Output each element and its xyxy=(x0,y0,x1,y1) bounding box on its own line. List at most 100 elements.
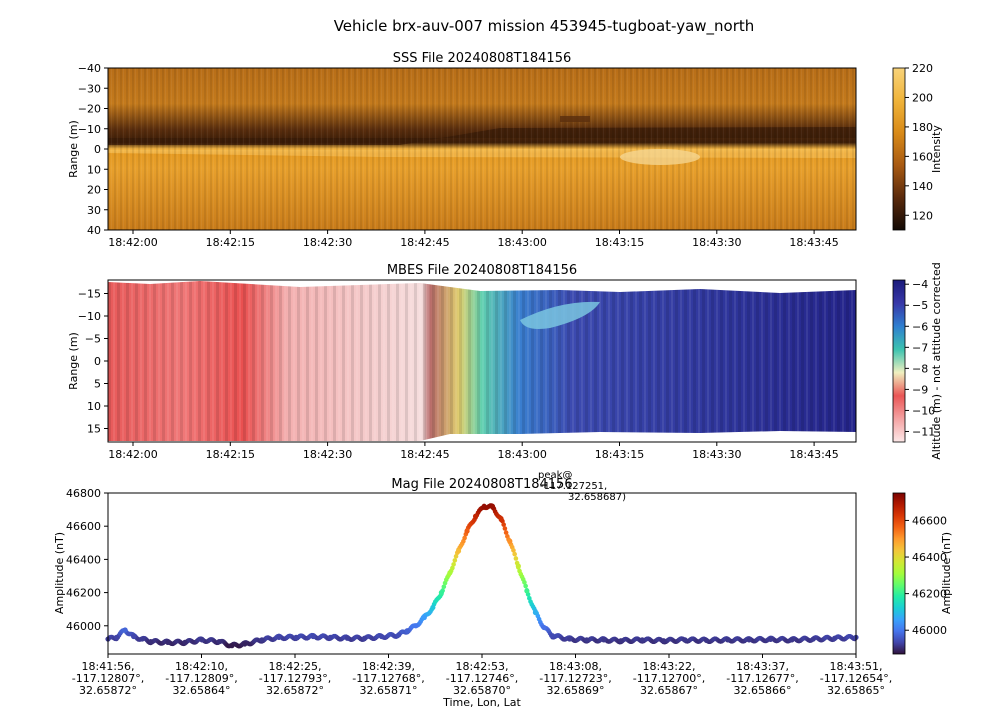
mag-data-point xyxy=(523,583,528,589)
sss-ylabel: Range (m) xyxy=(67,120,80,178)
mbes-xtick-label: 18:43:15 xyxy=(595,448,644,461)
mag-data-point xyxy=(522,580,527,585)
mag-ytick-label: 46200 xyxy=(66,587,101,600)
sss-xtick-label: 18:42:15 xyxy=(206,236,255,249)
sss-cb-tick-label: 200 xyxy=(912,91,933,104)
mag-data-point xyxy=(148,638,154,645)
mag-annotation-line-3: 32.658687) xyxy=(568,492,626,503)
mag-data-point xyxy=(503,530,509,535)
mag-data-point xyxy=(507,538,513,544)
mag-data-point xyxy=(746,637,752,643)
mag-cb-tick-label: 46000 xyxy=(912,624,947,637)
mag-data-point xyxy=(139,636,145,642)
mbes-panel: MBES File 20240808T184156 −15 −10 −5 0 5 10 15… xyxy=(67,262,943,461)
mbes-ytick-label: −10 xyxy=(78,310,101,323)
mag-data-point xyxy=(293,634,299,641)
mag-data-point xyxy=(310,633,316,640)
mag-data-point xyxy=(682,637,688,643)
sss-title: SSS File 20240808T184156 xyxy=(393,51,572,66)
sss-colorbar xyxy=(892,67,906,231)
mag-data-point xyxy=(524,588,530,594)
sss-xtick-label: 18:42:30 xyxy=(303,236,352,249)
mag-data-point xyxy=(541,624,547,631)
mag-data-point xyxy=(165,639,171,645)
mag-data-point xyxy=(344,635,350,641)
mag-data-point xyxy=(242,641,248,647)
mag-data-point xyxy=(276,634,282,641)
mag-data-point xyxy=(430,604,436,611)
mbes-xtick-label: 18:42:00 xyxy=(108,448,157,461)
mag-data-point xyxy=(532,609,539,616)
mbes-cb-tick-label: −6 xyxy=(912,320,928,333)
mag-data-point xyxy=(618,638,624,644)
mag-annotation-line-2: -117.127251, xyxy=(540,481,607,492)
mag-data-point xyxy=(216,638,222,645)
mag-xtick-label: 18:41:56, -117.12807°, 32.65872° xyxy=(72,660,144,697)
mag-data-point xyxy=(122,627,128,633)
mag-data-point xyxy=(199,637,205,643)
mag-xtick-label: 18:43:08, -117.12723°, 32.65869° xyxy=(539,660,611,697)
mag-xtick-label: 18:42:39, -117.12768°, 32.65871° xyxy=(352,660,424,697)
mag-frame xyxy=(107,492,857,655)
mag-data-point xyxy=(450,565,455,571)
mag-xtick-label: 18:43:37, -117.12677°, 32.65866° xyxy=(726,660,798,697)
sss-ytick-label: 20 xyxy=(87,184,101,197)
sss-ytick-label: −30 xyxy=(78,82,101,95)
mbes-y-axis: −15 −10 −5 0 5 10 15 xyxy=(78,288,108,436)
sss-xtick-label: 18:43:45 xyxy=(789,236,838,249)
mag-cb-tick-label: 46400 xyxy=(912,551,947,564)
mbes-xtick-label: 18:42:30 xyxy=(303,448,352,461)
mag-xtick-label: 18:42:53, -117.12746°, 32.65870° xyxy=(446,660,518,697)
sss-cb-tick-label: 160 xyxy=(912,150,933,163)
mag-data-point xyxy=(584,637,590,643)
figure-title: Vehicle brx-auv-007 mission 453945-tugbo… xyxy=(334,17,755,36)
sss-ytick-label: −40 xyxy=(78,62,101,75)
mbes-cb-tick-label: −5 xyxy=(912,299,928,312)
mag-data-point xyxy=(259,637,265,643)
sss-ytick-label: 30 xyxy=(87,204,101,217)
mag-data-point xyxy=(490,504,496,510)
mag-colorbar xyxy=(892,492,906,655)
sss-xtick-label: 18:43:00 xyxy=(497,236,546,249)
mag-data-point xyxy=(661,638,667,644)
mag-data-point xyxy=(767,636,774,642)
mag-data-point xyxy=(513,556,519,561)
mag-ytick-label: 46000 xyxy=(66,620,101,633)
mag-xtick-label: 18:42:10, -117.12809°, 32.65864° xyxy=(165,660,237,697)
mbes-ytick-label: −15 xyxy=(78,288,101,301)
mbes-colorbar xyxy=(892,279,906,443)
mag-data-point xyxy=(438,589,444,596)
sss-cb-tick-label: 180 xyxy=(912,121,933,134)
sss-xtick-label: 18:43:15 xyxy=(595,236,644,249)
mag-data-point xyxy=(396,632,402,638)
mag-xtick-label: 18:42:25, -117.12793°, 32.65872° xyxy=(259,660,331,697)
mag-xlabel: Time, Lon, Lat xyxy=(442,696,521,709)
mag-annotation: peak@ -117.127251, 32.658687) xyxy=(538,470,626,503)
mag-data-point xyxy=(703,637,710,643)
sss-y-axis: −40 −30 −20 −10 0 10 20 30 40 xyxy=(78,62,108,237)
mag-data-point xyxy=(464,528,470,534)
mag-data-point xyxy=(512,551,517,557)
mag-data-point xyxy=(113,634,120,641)
mag-data-point xyxy=(832,635,838,641)
mag-data-point xyxy=(229,643,235,649)
mbes-x-axis: 18:42:00 18:42:15 18:42:30 18:42:45 18:43:00… xyxy=(108,442,839,461)
mag-data-point xyxy=(451,562,456,567)
sss-ytick-label: 40 xyxy=(87,224,101,237)
mag-data-point xyxy=(601,637,607,643)
mag-data-point xyxy=(639,637,645,643)
mbes-colorbar-ticks: −4 −5 −6 −7 −8 −9 −10 −11 xyxy=(905,278,935,438)
mag-data-point xyxy=(472,513,479,519)
sss-ytick-label: −20 xyxy=(78,103,101,116)
mag-ytick-label: 46800 xyxy=(66,487,101,500)
sss-ytick-label: 0 xyxy=(94,143,101,156)
mag-panel: Mag File 20240808T184156 peak@ -117.1272… xyxy=(53,470,953,709)
mbes-ytick-label: 5 xyxy=(94,378,101,391)
sss-cb-tick-label: 220 xyxy=(912,62,933,75)
mbes-ytick-label: 10 xyxy=(87,400,101,413)
sss-ytick-label: 10 xyxy=(87,163,101,176)
sss-xtick-label: 18:42:00 xyxy=(108,236,157,249)
mbes-ylabel: Range (m) xyxy=(67,332,80,390)
mbes-cb-tick-label: −11 xyxy=(912,425,935,438)
